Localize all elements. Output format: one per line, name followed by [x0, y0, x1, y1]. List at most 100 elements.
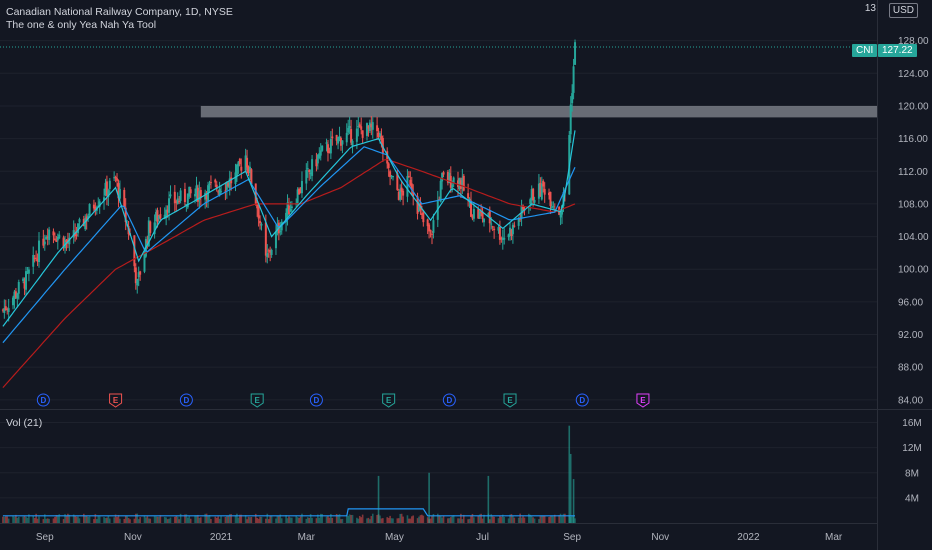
candle — [335, 134, 338, 141]
volume-bar — [397, 518, 400, 523]
volume-bar — [175, 515, 178, 523]
candle — [123, 189, 126, 207]
currency-badge[interactable]: USD — [888, 3, 918, 18]
candle — [146, 240, 149, 244]
volume-bar — [67, 513, 69, 523]
candle — [116, 178, 119, 181]
dividend-marker[interactable]: D — [442, 393, 456, 407]
volume-bar — [493, 516, 495, 523]
chart-title: Canadian National Railway Company, 1D, N… — [6, 6, 233, 18]
volume-tick-label: 12M — [902, 443, 921, 454]
candle — [74, 232, 77, 237]
candle — [389, 171, 392, 178]
volume-bar — [113, 517, 115, 523]
volume-bar — [246, 519, 248, 523]
indicator-name[interactable]: The one & only Yea Nah Ya Tool — [6, 19, 157, 31]
volume-bar — [399, 513, 402, 523]
candle — [264, 222, 267, 256]
volume-bar — [22, 516, 24, 523]
candle — [513, 225, 516, 227]
candle — [124, 207, 127, 223]
volume-bar — [82, 513, 85, 523]
volume-bar — [74, 515, 76, 523]
candle — [487, 213, 490, 217]
candle — [299, 191, 302, 193]
candle — [397, 191, 400, 200]
volume-bar — [174, 516, 176, 523]
volume-bar — [146, 516, 149, 523]
earnings-marker[interactable]: E — [503, 393, 517, 408]
candle — [32, 254, 35, 267]
candle — [331, 136, 334, 139]
volume-bar — [396, 518, 399, 523]
candle — [224, 190, 227, 192]
candle — [208, 183, 211, 185]
volume-bar — [249, 517, 251, 523]
volume-bar — [572, 479, 575, 523]
candle — [328, 151, 331, 154]
volume-bar — [64, 514, 66, 523]
candle — [305, 170, 308, 184]
candle — [309, 172, 312, 175]
volume-bar — [480, 513, 482, 523]
volume-bar — [156, 516, 159, 523]
volume-bar — [270, 515, 273, 523]
volume-label[interactable]: Vol (21) — [6, 417, 43, 429]
candle — [166, 209, 169, 213]
volume-bar — [194, 515, 196, 523]
dividend-marker[interactable]: D — [36, 393, 50, 407]
candle — [228, 178, 231, 189]
candle — [204, 192, 207, 200]
volume-bar — [266, 513, 269, 523]
volume-bar — [104, 518, 107, 523]
candle — [306, 168, 309, 170]
volume-bar — [318, 517, 321, 523]
volume-bar — [542, 515, 545, 523]
candle — [532, 188, 535, 201]
candle — [507, 234, 510, 238]
last-price-badge: 127.22 — [878, 44, 917, 57]
candle — [316, 154, 319, 164]
candle — [561, 205, 564, 215]
volume-bar — [299, 516, 302, 523]
volume-bar — [6, 516, 9, 523]
volume-bar — [408, 518, 410, 523]
volume-bar — [26, 517, 29, 523]
candle — [156, 210, 159, 222]
candle — [97, 205, 100, 207]
candle — [183, 188, 186, 203]
volume-bar — [145, 517, 147, 523]
candle — [370, 124, 373, 128]
volume-bar — [136, 513, 139, 523]
volume-bar — [539, 516, 542, 523]
earnings-marker[interactable]: E — [382, 393, 396, 408]
volume-bar — [449, 517, 452, 523]
earnings-marker[interactable]: E — [636, 393, 650, 408]
dividend-marker[interactable]: D — [309, 393, 323, 407]
volume-bar — [311, 517, 313, 523]
earnings-marker[interactable]: E — [109, 393, 123, 408]
candle — [173, 191, 176, 204]
earnings-marker[interactable]: E — [250, 393, 264, 408]
candle — [267, 250, 270, 252]
candle — [225, 182, 228, 190]
candle — [451, 184, 454, 190]
volume-bar — [426, 517, 429, 523]
svg-text:E: E — [386, 396, 392, 405]
candle — [360, 126, 363, 130]
candle — [257, 205, 260, 219]
candle — [250, 169, 253, 185]
volume-bar — [517, 517, 520, 523]
volume-ma-line — [2, 508, 575, 517]
dividend-marker[interactable]: D — [179, 393, 193, 407]
volume-bar — [558, 515, 560, 523]
volume-bar — [153, 516, 156, 523]
candle — [269, 249, 272, 253]
candle — [319, 150, 322, 156]
dividend-marker[interactable]: D — [575, 393, 589, 407]
candle — [256, 204, 259, 209]
volume-bar — [468, 518, 471, 523]
volume-bar — [520, 517, 523, 523]
candle — [85, 216, 88, 221]
